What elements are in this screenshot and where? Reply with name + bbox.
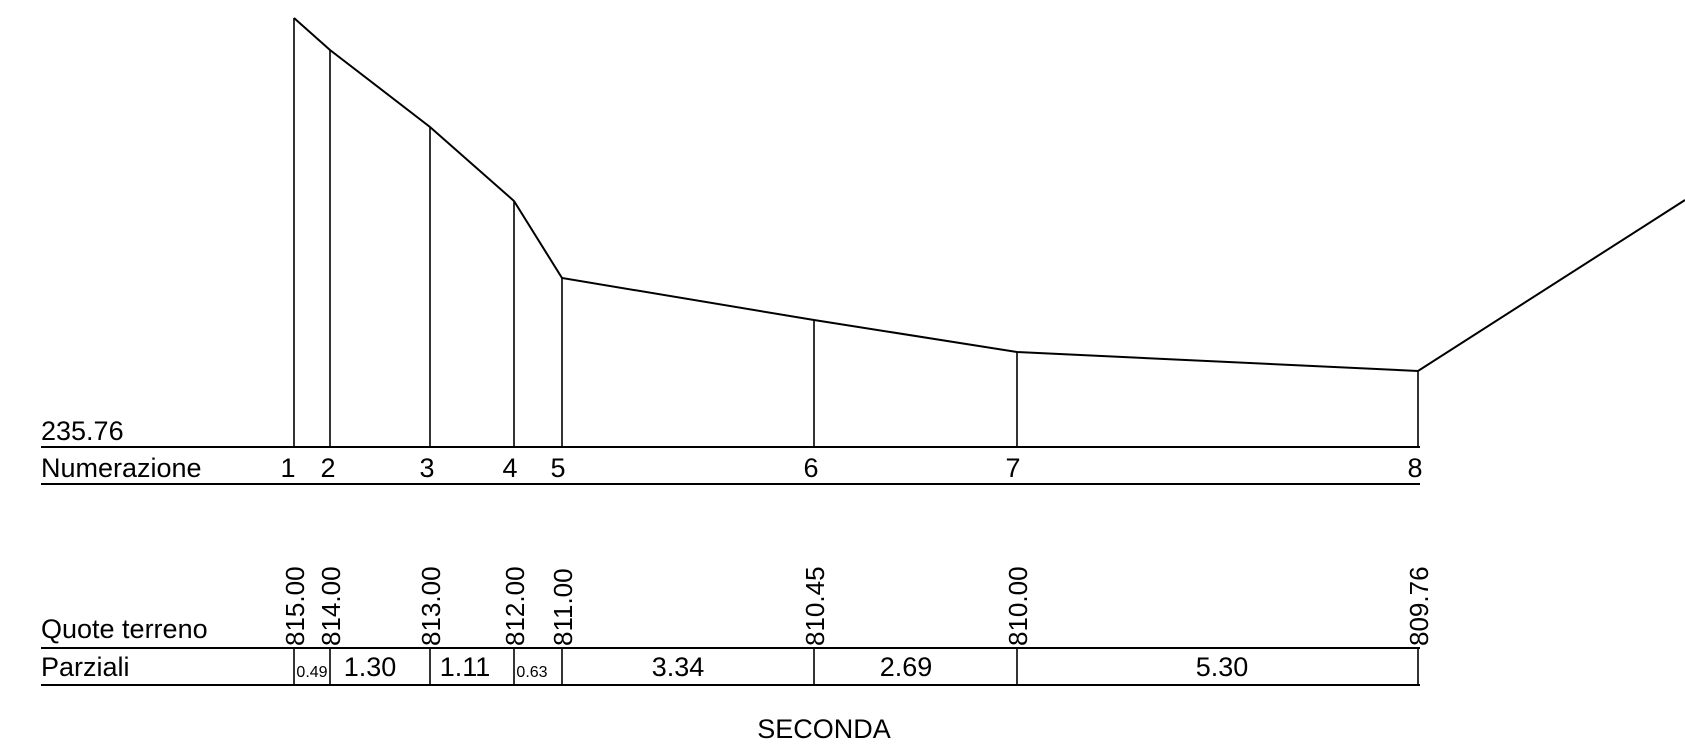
elevation-station-6: 810.45 [800,566,830,646]
partial-3-4: 1.11 [440,652,491,682]
partial-4-5: 0.63 [516,664,547,681]
numbering-row-label: Numerazione [41,453,202,483]
elevation-station-8: 809.76 [1404,566,1434,646]
section-title: SECONDA [757,714,891,744]
station-number-7: 7 [1005,453,1020,483]
station-ordinates [293,18,1419,446]
partial-5-6: 3.34 [652,652,705,682]
elevation-station-4: 812.00 [500,566,530,646]
ground-elevation-row-label: Quote terreno [41,614,208,644]
partials-row-label: Parziali [41,652,130,682]
station-number-4: 4 [502,453,517,483]
datum-label: 235.76 [41,416,124,446]
elevation-station-1: 815.00 [280,566,310,646]
elevation-station-3: 813.00 [416,566,446,646]
station-number-8: 8 [1407,453,1422,483]
station-number-6: 6 [803,453,818,483]
partial-2-3: 1.30 [344,652,397,682]
station-number-3: 3 [419,453,434,483]
station-numbers: 1 2 3 4 5 6 7 8 [280,453,1422,483]
station-number-2: 2 [320,453,335,483]
elevation-station-7: 810.00 [1003,566,1033,646]
station-number-5: 5 [550,453,565,483]
partial-6-7: 2.69 [880,652,933,682]
terrain-profile-line [293,17,1685,373]
partial-7-8: 5.30 [1196,652,1249,682]
partials-ticks [293,648,1419,685]
elevation-station-5: 811.00 [548,568,578,646]
station-number-1: 1 [280,453,295,483]
partial-distances: 0.49 1.30 1.11 0.63 3.34 2.69 5.30 [296,652,1248,682]
partial-1-2: 0.49 [296,664,327,681]
elevation-station-2: 814.00 [316,566,346,646]
ground-elevations: 815.00 814.00 813.00 812.00 811.00 810.4… [280,566,1434,646]
